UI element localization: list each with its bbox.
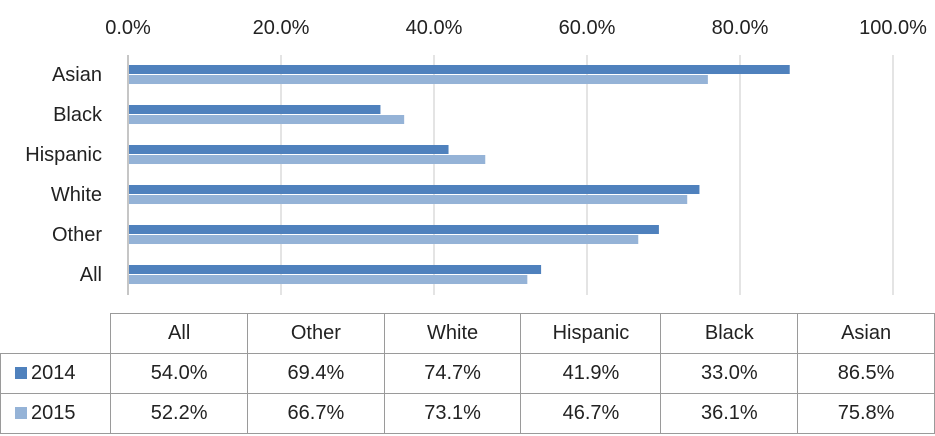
table-cell: 41.9%	[520, 353, 662, 394]
bar-2014-white	[129, 185, 700, 194]
table-cell: 73.1%	[383, 393, 522, 434]
bar-2014-black	[129, 105, 381, 114]
x-tick-label: 20.0%	[253, 17, 310, 39]
bar-2015-black	[129, 115, 405, 124]
table-header-cell: Black	[660, 313, 799, 354]
table-cell: 74.7%	[383, 353, 522, 394]
category-label: Other	[52, 224, 102, 246]
table-cell: 54.0%	[110, 353, 249, 394]
category-label: Asian	[52, 64, 102, 86]
table-row: 2015 52.2% 66.7% 73.1% 46.7% 36.1% 75.8%	[0, 393, 935, 434]
legend-label: 2014	[31, 362, 76, 384]
table-header-cell: White	[383, 313, 522, 354]
category-label: Black	[53, 104, 103, 126]
x-tick-label: 0.0%	[105, 17, 151, 39]
bar-2015-all	[129, 275, 528, 284]
legend-label: 2015	[31, 402, 76, 424]
category-label: Hispanic	[25, 144, 102, 166]
legend-swatch-2014	[15, 366, 27, 379]
table-cell: 66.7%	[247, 393, 385, 434]
table-row-header: 2014	[0, 353, 112, 394]
bar-chart: 0.0% 20.0% 40.0% 60.0% 80.0% 100.0% Asian Blac…	[25, 17, 927, 295]
data-table: All Other White Hispanic Black Asian 201…	[0, 313, 935, 434]
bar-2015-white	[129, 195, 688, 204]
x-tick-label: 80.0%	[712, 17, 769, 39]
table-cell: 36.1%	[660, 393, 799, 434]
table-cell: 75.8%	[797, 393, 935, 434]
table-cell: 46.7%	[520, 393, 662, 434]
table-corner	[1, 314, 111, 354]
table-row-header: 2015	[0, 393, 112, 434]
x-tick-label: 40.0%	[406, 17, 463, 39]
bar-2014-all	[129, 265, 542, 274]
category-label: All	[80, 264, 102, 286]
bar-2015-other	[129, 235, 639, 244]
bar-2014-hispanic	[129, 145, 449, 154]
bar-2014-other	[129, 225, 659, 234]
table-header-cell: Asian	[797, 313, 935, 354]
category-label: White	[51, 184, 102, 206]
x-tick-label: 60.0%	[559, 17, 616, 39]
bar-2015-hispanic	[129, 155, 486, 164]
table-cell: 69.4%	[247, 353, 385, 394]
table-row: 2014 54.0% 69.4% 74.7% 41.9% 33.0% 86.5%	[0, 353, 935, 394]
table-cell: 52.2%	[110, 393, 249, 434]
x-tick-label: 100.0%	[859, 17, 927, 39]
bar-2015-asian	[129, 75, 708, 84]
table-header-cell: Hispanic	[520, 313, 662, 354]
gridlines	[127, 55, 894, 295]
category-labels: Asian Black Hispanic White Other All	[25, 64, 103, 286]
table-header-cell: All	[110, 313, 249, 354]
bar-2014-asian	[129, 65, 790, 74]
table-header-row: All Other White Hispanic Black Asian	[1, 313, 935, 354]
table-header-cell: Other	[247, 313, 385, 354]
table-cell: 86.5%	[797, 353, 935, 394]
table-cell: 33.0%	[660, 353, 799, 394]
legend-swatch-2015	[15, 406, 27, 419]
bars	[129, 65, 790, 284]
x-axis-tick-labels: 0.0% 20.0% 40.0% 60.0% 80.0% 100.0%	[105, 17, 927, 39]
